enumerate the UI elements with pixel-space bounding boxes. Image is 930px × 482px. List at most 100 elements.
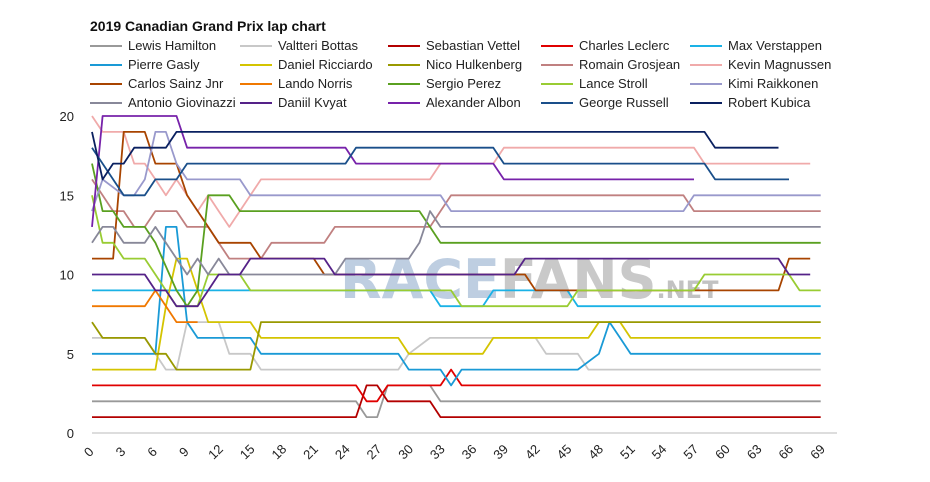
- series-line-daniil-kvyat: [92, 257, 811, 308]
- legend-swatch: [690, 101, 722, 104]
- series-line-antonio-giovinazzi: [91, 210, 821, 276]
- legend-label: Kimi Raikkonen: [728, 76, 819, 91]
- legend-item: Lewis Hamilton: [90, 38, 216, 53]
- series-line-sergio-perez: [91, 163, 821, 308]
- legend-label: Kevin Magnussen: [728, 57, 832, 72]
- legend-swatch: [388, 63, 420, 66]
- legend-swatch: [90, 44, 122, 47]
- series-line-george-russell: [91, 146, 789, 197]
- legend-label: Carlos Sainz Jnr: [128, 76, 224, 91]
- legend-item: Lance Stroll: [541, 76, 648, 91]
- legend-label: Lance Stroll: [579, 76, 648, 91]
- x-tick-label: 48: [585, 441, 606, 462]
- legend-swatch: [240, 63, 272, 66]
- legend-swatch: [90, 82, 122, 85]
- legend-swatch: [388, 44, 420, 47]
- x-tick-label: 21: [300, 441, 321, 462]
- x-tick-label: 27: [364, 441, 385, 462]
- legend-label: Lewis Hamilton: [128, 38, 217, 53]
- legend-item: Romain Grosjean: [541, 57, 680, 72]
- watermark: RACEFANS.NET: [340, 248, 719, 311]
- x-tick-label: 45: [554, 441, 575, 462]
- legend-swatch: [240, 101, 272, 104]
- x-tick-label: 51: [617, 441, 638, 462]
- y-tick-label: 15: [60, 188, 74, 203]
- x-tick-label: 18: [268, 441, 289, 462]
- legend-item: George Russell: [541, 95, 669, 110]
- series-line-robert-kubica: [91, 130, 779, 181]
- x-tick-label: 42: [522, 441, 543, 462]
- legend-item: Kevin Magnussen: [690, 57, 831, 72]
- x-tick-label: 15: [237, 441, 258, 462]
- chart-title: 2019 Canadian Grand Prix lap chart: [90, 18, 326, 34]
- legend-swatch: [690, 44, 722, 47]
- legend-swatch: [690, 63, 722, 66]
- legend-label: Alexander Albon: [426, 95, 521, 110]
- legend-label: Daniil Kvyat: [278, 95, 347, 110]
- legend-swatch: [388, 101, 420, 104]
- x-tick-label: 69: [807, 441, 828, 462]
- series-line-romain-grosjean: [91, 178, 821, 260]
- legend-item: Pierre Gasly: [90, 57, 200, 72]
- legend-swatch: [690, 82, 722, 85]
- series-line-lance-stroll: [91, 195, 821, 308]
- series-line-alexander-albon: [91, 115, 694, 227]
- legend-label: Romain Grosjean: [579, 57, 681, 72]
- x-tick-label: 33: [427, 441, 448, 462]
- legend-swatch: [240, 82, 272, 85]
- legend-item: Antonio Giovinazzi: [90, 95, 236, 110]
- x-tick-label: 24: [332, 441, 353, 462]
- legend-item: Charles Leclerc: [541, 38, 669, 53]
- watermark-part-2: FANS: [500, 248, 657, 311]
- y-tick-label: 5: [67, 347, 74, 362]
- legend-item: Carlos Sainz Jnr: [90, 76, 223, 91]
- legend-swatch: [388, 82, 420, 85]
- x-tick-label: 36: [459, 441, 480, 462]
- legend-item: Valtteri Bottas: [240, 38, 358, 53]
- legend-label: Max Verstappen: [728, 38, 822, 53]
- legend-label: Daniel Ricciardo: [278, 57, 373, 72]
- x-tick-label: 39: [490, 441, 511, 462]
- legend-item: Lando Norris: [240, 76, 352, 91]
- x-tick-label: 3: [113, 444, 129, 460]
- legend-swatch: [541, 101, 573, 104]
- x-tick-label: 30: [395, 441, 416, 462]
- legend-swatch: [541, 44, 573, 47]
- legend-label: Valtteri Bottas: [278, 38, 358, 53]
- legend-item: Daniel Ricciardo: [240, 57, 373, 72]
- legend-label: Sebastian Vettel: [426, 38, 520, 53]
- legend-item: Kimi Raikkonen: [690, 76, 818, 91]
- x-tick-label: 63: [744, 441, 765, 462]
- watermark-part-1: RACE: [340, 248, 500, 311]
- legend-label: Antonio Giovinazzi: [128, 95, 236, 110]
- legend-item: Robert Kubica: [690, 95, 810, 110]
- x-tick-label: 9: [176, 444, 192, 460]
- legend-swatch: [90, 63, 122, 66]
- y-tick-label: 0: [67, 426, 74, 441]
- legend-item: Max Verstappen: [690, 38, 822, 53]
- series-line-lewis-hamilton: [92, 384, 821, 419]
- x-tick-label: 57: [680, 441, 701, 462]
- series-line-carlos-sainz-jnr: [92, 130, 811, 292]
- y-tick-label: 10: [60, 268, 74, 283]
- x-tick-label: 0: [81, 444, 97, 460]
- legend-item: Daniil Kvyat: [240, 95, 347, 110]
- x-tick-label: 6: [144, 444, 160, 460]
- x-tick-label: 12: [205, 441, 226, 462]
- legend-item: Sergio Perez: [388, 76, 501, 91]
- legend-swatch: [541, 63, 573, 66]
- y-tick-label: 20: [60, 109, 74, 124]
- legend-item: Alexander Albon: [388, 95, 521, 110]
- legend-swatch: [90, 101, 122, 104]
- legend-label: Lando Norris: [278, 76, 353, 91]
- legend-swatch: [240, 44, 272, 47]
- legend-label: Charles Leclerc: [579, 38, 670, 53]
- legend-label: Nico Hulkenberg: [426, 57, 523, 72]
- series-line-lando-norris: [92, 289, 198, 324]
- legend-label: Pierre Gasly: [128, 57, 200, 72]
- legend-label: Sergio Perez: [426, 76, 502, 91]
- legend-swatch: [541, 82, 573, 85]
- series-line-nico-hulkenberg: [91, 321, 821, 371]
